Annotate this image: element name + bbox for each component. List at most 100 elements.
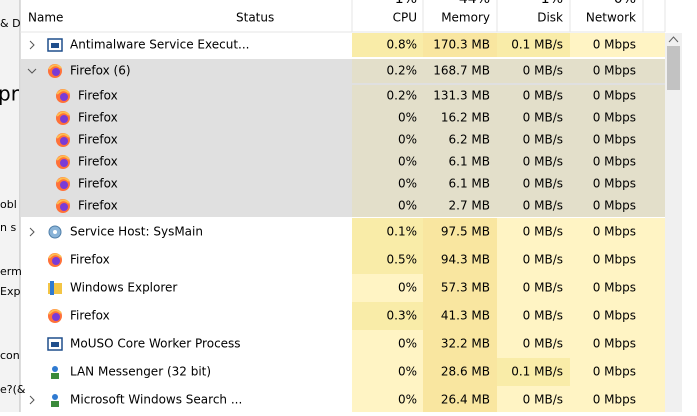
background-text: & D bbox=[0, 17, 21, 30]
cell-background bbox=[570, 173, 643, 195]
row-background bbox=[21, 59, 352, 83]
cell-background bbox=[497, 33, 570, 57]
process-name[interactable]: Firefox bbox=[78, 177, 118, 191]
process-name[interactable]: Firefox (6) bbox=[70, 64, 131, 78]
cell-background bbox=[352, 33, 423, 57]
cell-disk: 0 MB/s bbox=[523, 89, 563, 103]
icon bbox=[48, 309, 62, 315]
process-name[interactable]: Firefox bbox=[78, 199, 118, 213]
cell-memory: 28.6 MB bbox=[441, 365, 490, 379]
column-header[interactable]: Disk bbox=[537, 11, 563, 25]
expand-arrow[interactable] bbox=[29, 40, 35, 50]
cell-background bbox=[570, 195, 643, 217]
row-background bbox=[21, 85, 352, 107]
cell-background bbox=[570, 85, 643, 107]
process-name[interactable]: Firefox bbox=[78, 111, 118, 125]
cell-memory: 6.1 MB bbox=[449, 177, 490, 191]
cell-cpu: 0% bbox=[398, 281, 417, 295]
cell-cpu: 0% bbox=[398, 337, 417, 351]
cell-network: 0 Mbps bbox=[593, 199, 636, 213]
icon bbox=[52, 313, 60, 321]
cell-background bbox=[643, 33, 665, 57]
cell-disk: 0.1 MB/s bbox=[511, 38, 563, 52]
process-name[interactable]: Microsoft Windows Search ... bbox=[70, 393, 242, 407]
column-header[interactable]: CPU bbox=[393, 11, 417, 25]
column-header[interactable]: Network bbox=[586, 11, 636, 25]
icon bbox=[56, 155, 70, 161]
cell-background bbox=[423, 151, 497, 173]
column-usage: 1% bbox=[395, 0, 417, 7]
icon bbox=[60, 93, 68, 101]
column-usage: 1% bbox=[541, 0, 563, 7]
icon bbox=[56, 111, 70, 117]
cell-network: 0 Mbps bbox=[593, 281, 636, 295]
cell-background bbox=[352, 173, 423, 195]
cell-background bbox=[643, 173, 665, 195]
process-name[interactable]: Firefox bbox=[70, 309, 110, 323]
expand-arrow[interactable] bbox=[29, 227, 35, 237]
background-text: erm bbox=[0, 265, 22, 278]
cell-memory: 6.1 MB bbox=[449, 155, 490, 169]
cell-background bbox=[423, 274, 497, 302]
cell-network: 0 Mbps bbox=[593, 111, 636, 125]
expand-arrow[interactable] bbox=[27, 68, 37, 74]
scroll-thumb[interactable] bbox=[667, 46, 680, 90]
cell-background bbox=[497, 274, 570, 302]
cell-background bbox=[352, 274, 423, 302]
cell-background bbox=[570, 151, 643, 173]
cell-network: 0 Mbps bbox=[593, 155, 636, 169]
icon bbox=[60, 203, 68, 211]
background-text: e?(& bbox=[0, 383, 26, 396]
cell-background bbox=[497, 173, 570, 195]
cell-background bbox=[497, 129, 570, 151]
cell-background bbox=[352, 107, 423, 129]
scrollbar[interactable] bbox=[665, 33, 682, 412]
cell-background bbox=[570, 218, 643, 246]
process-name[interactable]: Firefox bbox=[78, 133, 118, 147]
column-header[interactable]: Name bbox=[28, 11, 63, 25]
process-name[interactable]: Service Host: SysMain bbox=[70, 225, 203, 239]
cell-background bbox=[423, 386, 497, 414]
cell-memory: 57.3 MB bbox=[441, 281, 490, 295]
cell-memory: 26.4 MB bbox=[441, 393, 490, 407]
cell-memory: 2.7 MB bbox=[449, 199, 490, 213]
background-text: pr bbox=[0, 82, 20, 106]
cell-cpu: 0% bbox=[398, 133, 417, 147]
cell-background bbox=[352, 85, 423, 107]
process-name[interactable]: Firefox bbox=[78, 89, 118, 103]
scroll-up[interactable] bbox=[668, 36, 679, 43]
process-name[interactable]: Antimalware Service Execut... bbox=[70, 38, 249, 52]
process-name[interactable]: Windows Explorer bbox=[70, 281, 177, 295]
icon bbox=[51, 43, 59, 48]
cell-background bbox=[643, 151, 665, 173]
cell-cpu: 0.2% bbox=[387, 64, 418, 78]
column-header[interactable]: Status bbox=[236, 11, 274, 25]
cell-background bbox=[423, 358, 497, 386]
cell-network: 0 Mbps bbox=[593, 253, 636, 267]
cell-background bbox=[570, 302, 643, 330]
expand-arrow[interactable] bbox=[29, 395, 35, 405]
icon bbox=[52, 68, 60, 76]
column-header[interactable]: Memory bbox=[441, 11, 490, 25]
process-name[interactable]: MoUSO Core Worker Process bbox=[70, 337, 241, 351]
process-name[interactable]: LAN Messenger (32 bit) bbox=[70, 365, 211, 379]
cell-background bbox=[643, 218, 665, 246]
cell-background bbox=[352, 218, 423, 246]
icon bbox=[52, 394, 58, 400]
column-usage: 0% bbox=[614, 0, 636, 7]
icon bbox=[60, 137, 68, 145]
process-name[interactable]: Firefox bbox=[78, 155, 118, 169]
cell-disk: 0 MB/s bbox=[523, 393, 563, 407]
cell-cpu: 0% bbox=[398, 393, 417, 407]
cell-background bbox=[423, 85, 497, 107]
cell-background bbox=[643, 107, 665, 129]
process-name[interactable]: Firefox bbox=[70, 253, 110, 267]
icon bbox=[51, 342, 59, 347]
cell-background bbox=[643, 59, 665, 83]
cell-background bbox=[643, 85, 665, 107]
cell-background bbox=[352, 330, 423, 358]
cell-background bbox=[423, 195, 497, 217]
cell-network: 0 Mbps bbox=[593, 365, 636, 379]
cell-disk: 0 MB/s bbox=[523, 253, 563, 267]
cell-background bbox=[497, 59, 570, 83]
